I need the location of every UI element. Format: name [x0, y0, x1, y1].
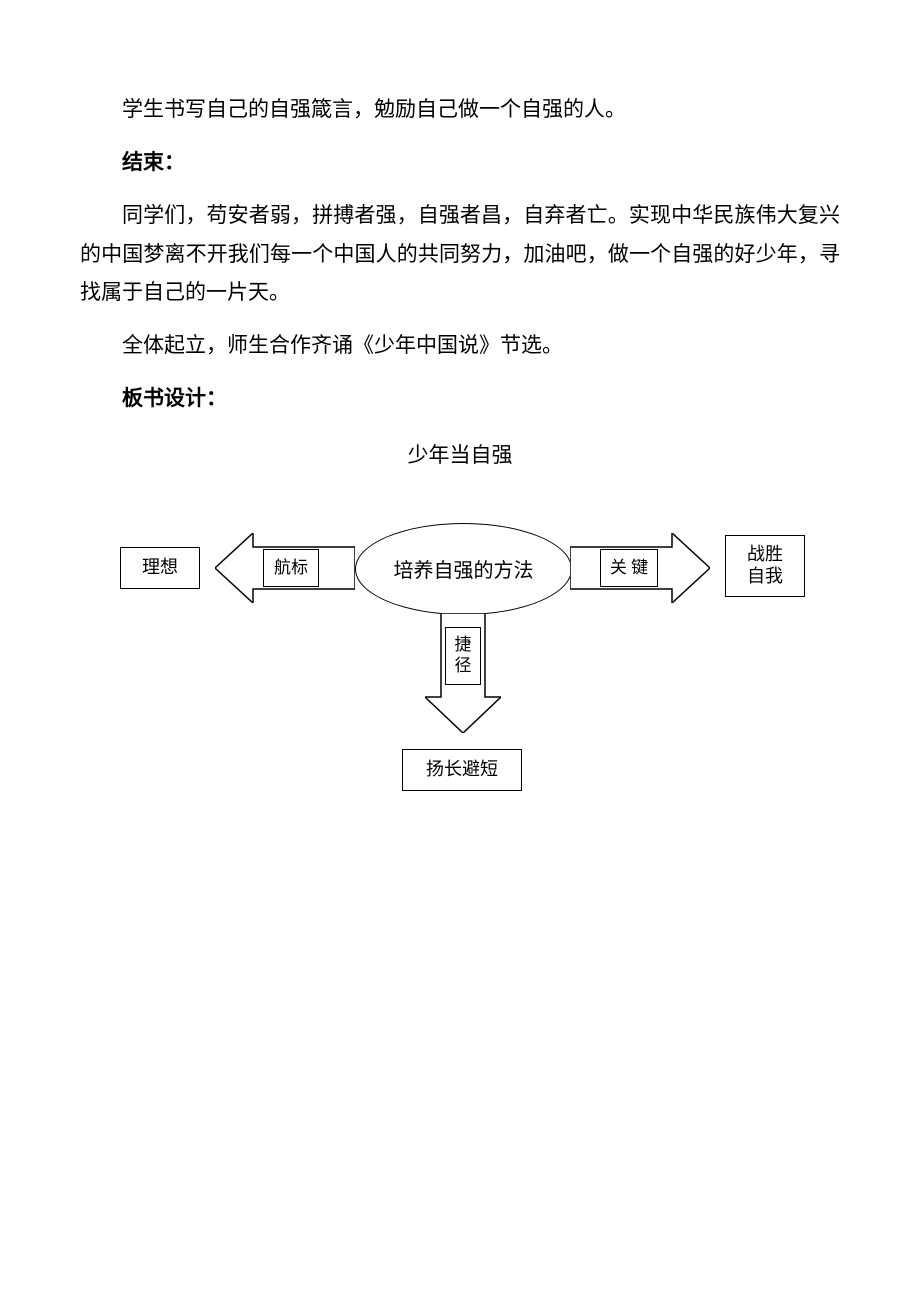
arrow-left-label-box: 航标 [263, 549, 319, 587]
box-right: 战胜 自我 [725, 535, 805, 597]
box-bottom: 扬长避短 [402, 749, 522, 791]
paragraph-recite: 全体起立，师生合作齐诵《少年中国说》节选。 [80, 326, 840, 365]
diagram-title: 少年当自强 [80, 436, 840, 475]
concept-diagram: 培养自强的方法 航标 理想 关 键 战胜 自我 捷 径 [80, 503, 840, 823]
ellipse-center-label: 培养自强的方法 [394, 554, 534, 583]
arrow-right-label-box: 关 键 [600, 549, 658, 587]
arrow-left-label: 航标 [274, 558, 308, 578]
paragraph-motto: 学生书写自己的自强箴言，勉励自己做一个自强的人。 [80, 90, 840, 129]
arrow-down-label-box: 捷 径 [445, 627, 481, 685]
document-page: 学生书写自己的自强箴言，勉励自己做一个自强的人。 结束： 同学们，苟安者弱，拼搏… [0, 0, 920, 883]
ellipse-center: 培养自强的方法 [355, 523, 572, 615]
box-right-label: 战胜 自我 [747, 544, 783, 587]
box-left-label: 理想 [142, 557, 178, 579]
box-left: 理想 [120, 547, 200, 589]
heading-conclusion: 结束： [80, 143, 840, 182]
arrow-down-label: 捷 径 [455, 635, 472, 676]
paragraph-conclusion: 同学们，苟安者弱，拼搏者强，自强者昌，自弃者亡。实现中华民族伟大复兴的中国梦离不… [80, 196, 840, 313]
arrow-right-label: 关 键 [610, 558, 648, 578]
heading-board-design: 板书设计： [80, 379, 840, 418]
box-bottom-label: 扬长避短 [426, 759, 498, 781]
